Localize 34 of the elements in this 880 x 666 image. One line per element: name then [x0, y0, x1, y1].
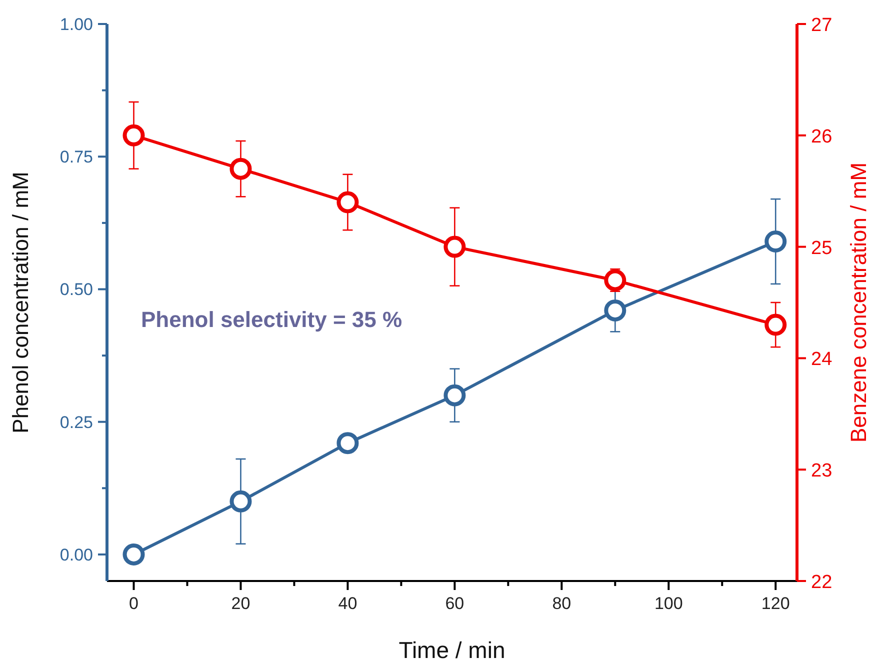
y-axis-title: Phenol concentration / mM	[8, 172, 33, 434]
y-tick-label: 0.25	[60, 412, 93, 432]
point	[336, 432, 359, 454]
point	[122, 124, 145, 146]
y2-tick-label: 22	[811, 572, 832, 593]
y2-tick-label: 27	[811, 15, 832, 36]
y2-axis-title: Benzene concentration / mM	[846, 162, 871, 443]
annotation: Phenol selectivity = 35 %	[141, 307, 402, 332]
x-tick-label: 20	[231, 594, 250, 613]
x-tick-label: 40	[338, 594, 358, 613]
point	[444, 384, 466, 406]
y-tick-label: 0.75	[60, 148, 93, 167]
point	[764, 314, 787, 336]
y-tick-label: 0.50	[60, 280, 93, 300]
y2-tick-label: 26	[811, 126, 832, 148]
point	[230, 490, 252, 512]
point	[764, 230, 787, 252]
point	[230, 158, 252, 180]
y2-tick-label: 23	[811, 460, 832, 482]
x-tick-label: 0	[129, 594, 138, 613]
x-tick-label: 120	[761, 594, 790, 613]
x-tick-label: 60	[445, 594, 464, 613]
point	[604, 269, 626, 292]
x-axis-title: Time / min	[398, 637, 506, 663]
y2-tick-label: 25	[811, 238, 832, 259]
point	[122, 543, 145, 566]
x-tick-label: 100	[654, 594, 683, 613]
y-tick-label: 1.00	[60, 15, 93, 34]
point	[604, 299, 626, 322]
point	[336, 191, 359, 214]
y2-tick-label: 24	[811, 349, 833, 370]
y-tick-label: 0.00	[60, 545, 93, 564]
x-tick-label: 80	[552, 594, 572, 613]
point	[444, 236, 466, 258]
